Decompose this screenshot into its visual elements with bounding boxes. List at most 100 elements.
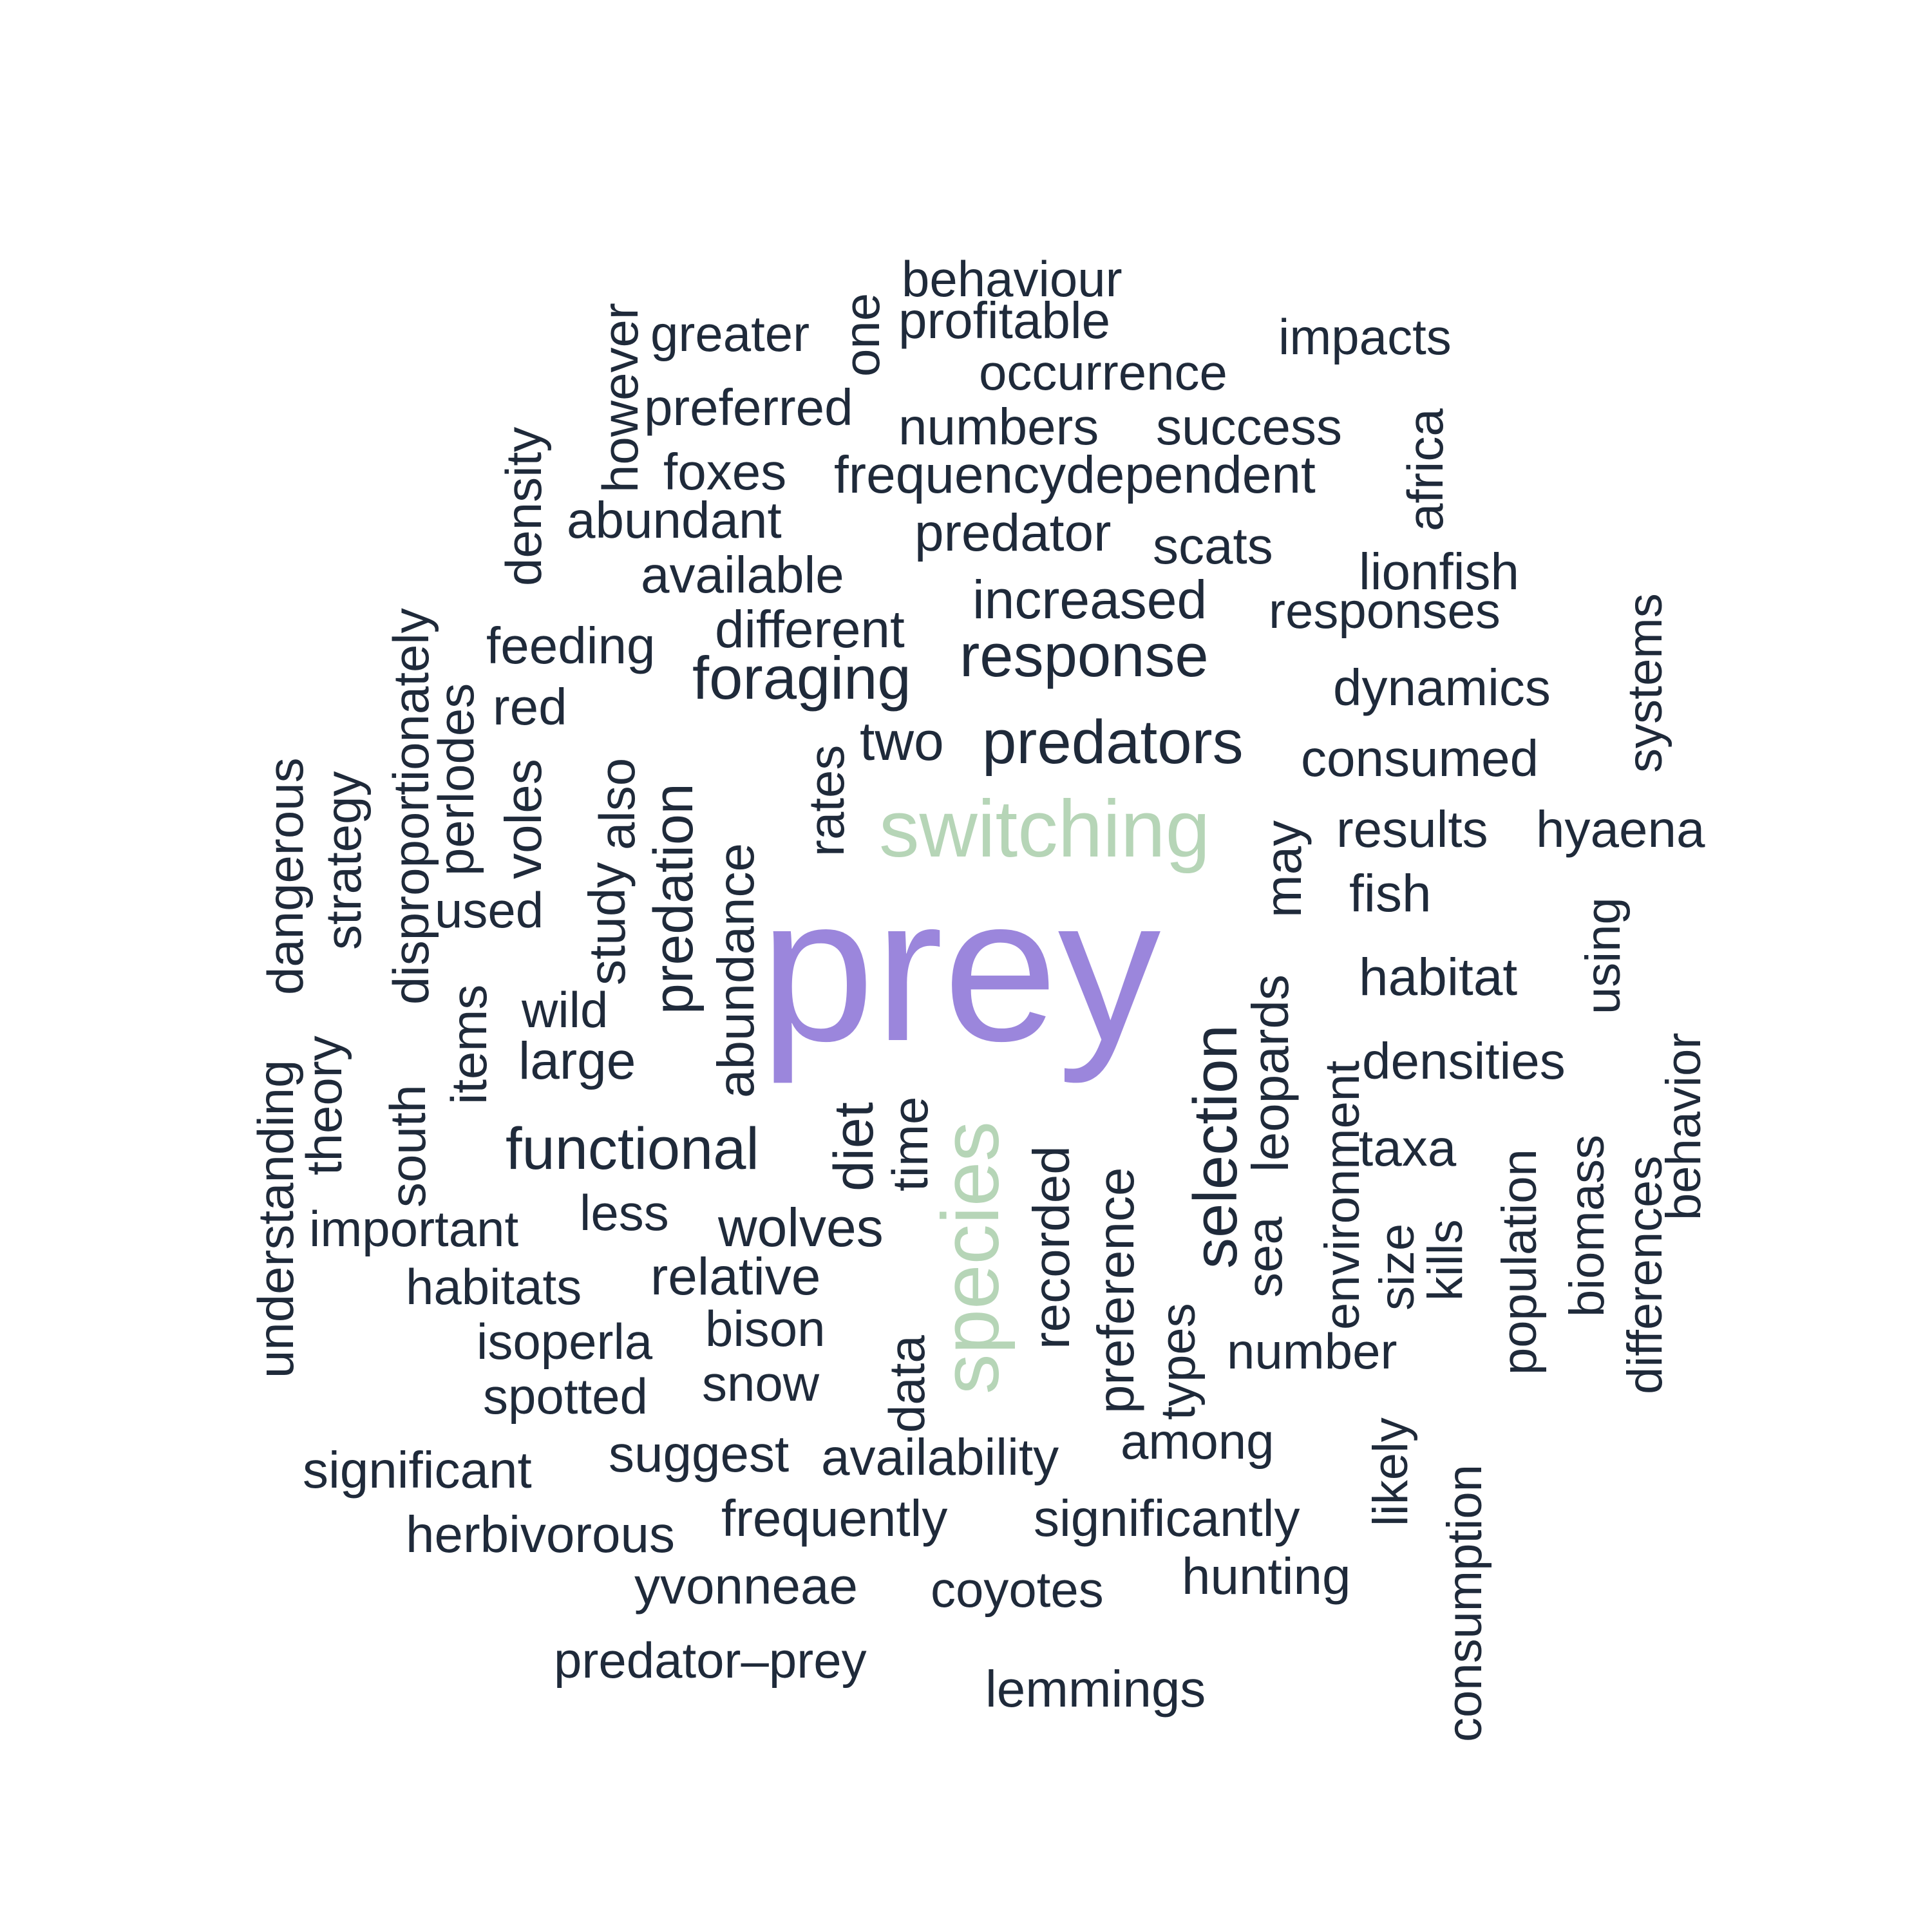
word-different: different [715, 600, 905, 659]
word-significantly: significantly [1034, 1490, 1300, 1547]
word-feeding: feeding [486, 617, 655, 674]
word-types: types [1151, 1303, 1206, 1420]
word-number: number [1227, 1323, 1397, 1379]
word-results: results [1336, 800, 1488, 858]
word-biomass: biomass [1560, 1135, 1615, 1317]
word-greater: greater [650, 305, 810, 362]
word-recorded: recorded [1023, 1146, 1080, 1349]
word-rates: rates [798, 745, 855, 857]
word-consumed: consumed [1301, 730, 1539, 787]
word-using: using [1576, 897, 1631, 1014]
word-perlodes: perlodes [428, 683, 484, 876]
word-frequencydependent: frequencydependent [834, 446, 1316, 504]
word-numbers: numbers [898, 398, 1099, 455]
word-south: south [379, 1084, 436, 1208]
word-hyaena: hyaena [1536, 800, 1705, 858]
word-items: items [440, 985, 497, 1104]
word-habitats: habitats [406, 1258, 582, 1315]
word-voles: voles [495, 759, 552, 879]
word-prey: prey [760, 853, 1161, 1085]
word-behaviour: behaviour [902, 251, 1122, 307]
word-predators: predators [982, 708, 1244, 777]
word-behavior: behavior [1656, 1032, 1711, 1220]
word-lionfish: lionfish [1359, 543, 1519, 600]
word-among: among [1121, 1413, 1274, 1470]
word-also: also [589, 758, 645, 850]
word-impacts: impacts [1278, 308, 1452, 365]
word-used: used [435, 882, 544, 938]
word-preferred: preferred [644, 379, 853, 436]
word-habitat: habitat [1359, 948, 1517, 1007]
word-however: however [592, 303, 649, 493]
word-functional: functional [506, 1116, 759, 1182]
word-significant: significant [303, 1441, 532, 1499]
word-understanding: understanding [247, 1060, 304, 1378]
word-densities: densities [1362, 1032, 1566, 1090]
word-hunting: hunting [1182, 1548, 1350, 1605]
word-success: success [1156, 398, 1342, 455]
word-africa: africa [1397, 408, 1454, 531]
word-herbivorous: herbivorous [406, 1506, 675, 1563]
word-data: data [878, 1335, 935, 1433]
word-spotted: spotted [483, 1368, 648, 1425]
word-fish: fish [1349, 864, 1432, 923]
word-species: species [926, 1121, 1016, 1394]
word-foraging: foraging [692, 644, 911, 712]
word-taxa: taxa [1359, 1119, 1457, 1177]
word-relative: relative [650, 1247, 820, 1306]
word-systems: systems [1618, 593, 1672, 773]
word-response: response [960, 621, 1209, 689]
word-availability: availability [821, 1428, 1059, 1486]
word-red: red [493, 678, 567, 735]
word-occurrence: occurrence [979, 344, 1227, 401]
word-differences: differences [1618, 1156, 1672, 1394]
word-switching: switching [879, 784, 1210, 874]
word-theory: theory [296, 1036, 352, 1175]
word-population: population [1492, 1149, 1547, 1375]
word-coyotes: coyotes [931, 1561, 1104, 1618]
word-predation: predation [643, 783, 705, 1014]
word-strategy: strategy [315, 772, 372, 950]
word-wild: wild [521, 981, 608, 1038]
word-preference: preference [1087, 1168, 1144, 1414]
word-responses: responses [1269, 582, 1501, 639]
word-wolves: wolves [717, 1197, 884, 1258]
word-dynamics: dynamics [1333, 659, 1551, 716]
word-diet: diet [823, 1102, 885, 1191]
word-leopards: leopards [1242, 974, 1299, 1172]
word-likely: likely [1363, 1417, 1418, 1526]
word-may: may [1255, 820, 1312, 918]
word-abundance: abundance [707, 843, 764, 1098]
word-selection: selection [1181, 1025, 1250, 1269]
word-lemmings: lemmings [985, 1660, 1206, 1718]
word-yvonneae: yvonneae [634, 1557, 858, 1615]
word-available: available [641, 546, 844, 603]
word-isoperla: isoperla [477, 1313, 653, 1370]
word-consumption: consumption [1437, 1464, 1492, 1742]
word-one: one [833, 293, 890, 377]
word-important: important [309, 1200, 518, 1257]
word-environment: environment [1315, 1061, 1370, 1330]
word-snow: snow [702, 1355, 820, 1412]
word-sea: sea [1236, 1217, 1293, 1298]
word-scats: scats [1153, 517, 1273, 574]
word-study: study [578, 862, 636, 985]
word-dangerous: dangerous [257, 757, 314, 995]
word-suggest: suggest [609, 1425, 789, 1482]
word-two: two [860, 711, 944, 772]
word-disproportionately: disproportionately [383, 608, 439, 1005]
word-predator-prey: predator–prey [554, 1632, 867, 1689]
word-increased: increased [972, 569, 1207, 630]
word-profitable: profitable [898, 292, 1110, 349]
word-less: less [580, 1184, 669, 1241]
word-time: time [882, 1097, 938, 1191]
word-frequently: frequently [721, 1490, 947, 1547]
word-kills: kills [1418, 1219, 1473, 1301]
word-size: size [1370, 1224, 1425, 1311]
word-abundant: abundant [567, 491, 782, 549]
word-foxes: foxes [663, 443, 786, 500]
word-predator: predator [914, 504, 1111, 562]
word-large: large [518, 1032, 636, 1090]
word-bison: bison [705, 1300, 825, 1357]
